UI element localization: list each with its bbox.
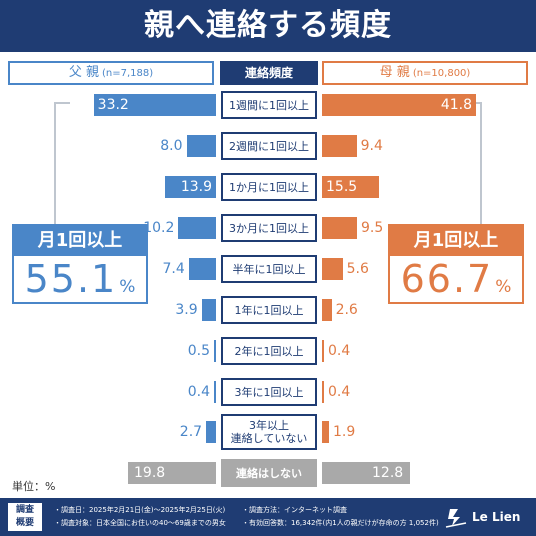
father-summary-unit: % xyxy=(119,277,136,297)
father-bar xyxy=(188,258,216,280)
mother-bar xyxy=(322,176,380,198)
mother-header: 母 親 (n=10,800) xyxy=(322,61,528,85)
mother-bar xyxy=(322,421,329,443)
logo-text: Le Lien xyxy=(472,510,521,524)
mother-bracket xyxy=(466,102,482,226)
father-header-label: 父 親 xyxy=(68,65,99,80)
father-bracket xyxy=(54,102,70,226)
category-label: 1か月に1回以上 xyxy=(221,173,317,201)
survey-date: ・調査日：2025年2月21日(金)～2025年2月25日(火) xyxy=(54,506,226,514)
father-bar xyxy=(201,299,216,321)
mother-value-label: 12.8 xyxy=(372,465,404,481)
mother-value-label: 5.6 xyxy=(346,261,369,277)
mother-summary-label: 月1回以上 xyxy=(390,226,522,256)
father-sample-size: (n=7,188) xyxy=(101,68,154,79)
page-title: 親へ連絡する頻度 xyxy=(144,8,392,43)
father-bar xyxy=(93,94,216,116)
father-value-label: 10.2 xyxy=(143,220,175,236)
father-bar xyxy=(214,381,216,403)
mother-bar xyxy=(322,462,410,484)
mother-value-label: 2.6 xyxy=(335,302,358,318)
category-label: 3年に1回以上 xyxy=(221,378,317,406)
father-value-label: 0.5 xyxy=(187,343,210,359)
category-label: 1週間に1回以上 xyxy=(221,91,317,119)
father-summary: 月1回以上 55.1% xyxy=(12,224,148,304)
mother-value-label: 1.9 xyxy=(333,424,356,440)
frequency-header: 連絡頻度 xyxy=(220,61,318,85)
survey-overview-tag: 調査 概要 xyxy=(8,503,42,531)
father-value-label: 19.8 xyxy=(134,465,166,481)
mother-summary-value: 66.7% xyxy=(390,256,522,310)
category-label: 半年に1回以上 xyxy=(221,255,317,283)
father-summary-value: 55.1% xyxy=(14,256,146,310)
father-value-label: 33.2 xyxy=(97,97,129,113)
father-value-label: 0.4 xyxy=(187,384,210,400)
category-label: 連絡はしない xyxy=(221,459,317,487)
father-value-label: 3.9 xyxy=(175,302,198,318)
mother-value-label: 15.5 xyxy=(326,179,358,195)
category-label: 2週間に1回以上 xyxy=(221,132,317,160)
mother-bar xyxy=(322,94,476,116)
father-bar xyxy=(164,176,216,198)
father-value-label: 13.9 xyxy=(180,179,212,195)
title-bar xyxy=(0,0,536,52)
father-header: 父 親 (n=7,188) xyxy=(8,61,214,85)
mother-bar xyxy=(322,135,357,157)
footer-bar xyxy=(0,498,536,536)
mother-bar xyxy=(322,340,324,362)
mother-bar xyxy=(322,217,357,239)
mother-value-label: 0.4 xyxy=(328,343,351,359)
father-value-label: 7.4 xyxy=(162,261,185,277)
mother-summary: 月1回以上 66.7% xyxy=(388,224,524,304)
mother-value-label: 0.4 xyxy=(328,384,351,400)
mother-value-label: 9.5 xyxy=(361,220,384,236)
mother-sample-size: (n=10,800) xyxy=(412,68,471,79)
mother-value-label: 41.8 xyxy=(440,97,472,113)
unit-label: 単位：% xyxy=(12,480,56,493)
mother-bar xyxy=(322,299,332,321)
category-label: 2年に1回以上 xyxy=(221,337,317,365)
father-summary-label: 月1回以上 xyxy=(14,226,146,256)
father-value-label: 2.7 xyxy=(179,424,203,440)
father-bar xyxy=(178,217,216,239)
father-bar xyxy=(186,135,216,157)
father-bar xyxy=(206,421,216,443)
category-label: 3年以上 連絡していない xyxy=(221,414,317,450)
survey-method: ・調査方法：インターネット調査 xyxy=(242,506,347,514)
mother-value-label: 9.4 xyxy=(360,138,383,154)
category-label: 3か月に1回以上 xyxy=(221,214,317,242)
mother-header-label: 母 親 xyxy=(379,65,410,80)
valid-answers: ・有効回答数：16,342件(内1人の親だけが存命の方 1,052件) xyxy=(242,519,439,527)
father-bar xyxy=(128,462,216,484)
father-bar xyxy=(214,340,216,362)
le-lien-logo-icon xyxy=(445,509,467,528)
survey-target: ・調査対象：日本全国にお住いの40～69歳までの男女 xyxy=(54,519,226,527)
mother-bar xyxy=(322,258,343,280)
mother-bar xyxy=(322,381,324,403)
father-summary-number: 55.1 xyxy=(24,257,118,301)
father-value-label: 8.0 xyxy=(160,138,183,154)
category-label: 1年に1回以上 xyxy=(221,296,317,324)
mother-summary-unit: % xyxy=(495,277,512,297)
mother-summary-number: 66.7 xyxy=(400,257,494,301)
